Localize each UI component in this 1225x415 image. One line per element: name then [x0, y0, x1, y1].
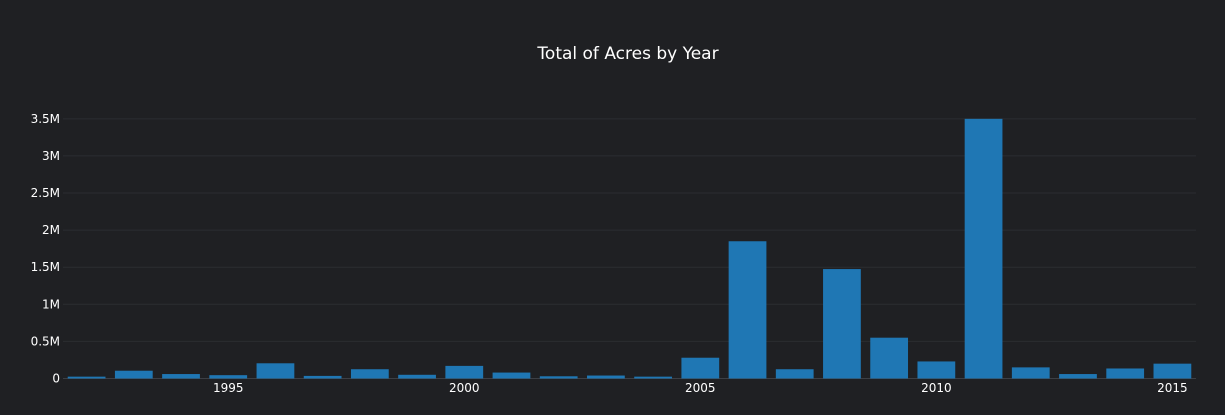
bar-2012[interactable] [1011, 367, 1050, 379]
bar-2013[interactable] [1059, 374, 1097, 379]
y-tick-label: 3M [42, 149, 60, 163]
y-tick-label: 3.5M [31, 112, 60, 126]
y-tick-label: 0 [52, 372, 60, 386]
bar-1995[interactable] [209, 375, 248, 379]
gridlines [63, 118, 1196, 379]
bar-2004[interactable] [634, 376, 672, 379]
bar-1994[interactable] [162, 374, 200, 379]
bar-1996[interactable] [256, 363, 295, 379]
chart-title: Total of Acres by Year [536, 44, 718, 64]
bar-2003[interactable] [587, 375, 625, 379]
bar-1993[interactable] [114, 370, 153, 379]
y-tick-label: 1.5M [31, 260, 60, 274]
bars [67, 118, 1192, 379]
y-tick-label: 1M [42, 297, 60, 311]
bar-2006[interactable] [728, 241, 767, 379]
x-tick-label: 2000 [449, 381, 480, 395]
bar-2009[interactable] [870, 337, 909, 379]
bar-1999[interactable] [398, 374, 436, 379]
bar-2010[interactable] [917, 361, 956, 379]
bar-1998[interactable] [350, 369, 389, 379]
bar-2008[interactable] [823, 269, 861, 379]
bar-2002[interactable] [539, 376, 578, 379]
y-tick-label: 2.5M [31, 186, 60, 200]
y-tick-label: 0.5M [31, 334, 60, 348]
bar-1997[interactable] [303, 375, 342, 379]
x-tick-label: 2015 [1157, 381, 1188, 395]
bar-2001[interactable] [492, 372, 531, 379]
x-tick-label: 2005 [685, 381, 716, 395]
bar-1992[interactable] [67, 376, 106, 379]
bar-2000[interactable] [445, 365, 484, 379]
bar-2007[interactable] [775, 369, 814, 379]
y-axis-ticks: 0 0.5M 1M 1.5M 2M 2.5M 3M 3.5M [31, 112, 60, 386]
x-tick-label: 1995 [213, 381, 244, 395]
x-axis-ticks: 1995 2000 2005 2010 2015 [213, 381, 1188, 395]
y-tick-label: 2M [42, 223, 60, 237]
x-tick-label: 2010 [921, 381, 952, 395]
bar-2005[interactable] [681, 357, 720, 379]
bar-2015[interactable] [1153, 363, 1192, 379]
bar-2011[interactable] [964, 118, 1003, 379]
bar-2014[interactable] [1106, 368, 1145, 379]
